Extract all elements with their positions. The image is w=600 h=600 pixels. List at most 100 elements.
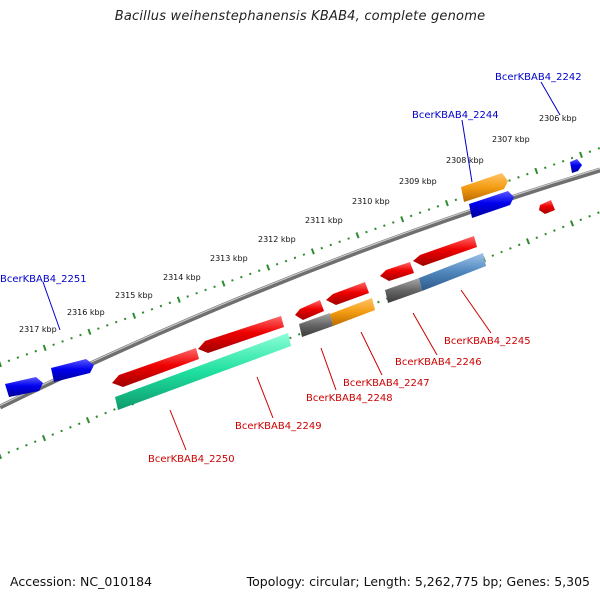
gene-arrow-reverse[interactable] — [326, 282, 369, 305]
tick-minor — [150, 308, 154, 311]
gene-arrow-reverse[interactable] — [198, 316, 284, 353]
tick-minor — [553, 229, 556, 232]
scale-label: 2317 kbp — [19, 325, 57, 334]
forward-genes[interactable] — [5, 159, 582, 397]
gene-label-reverse[interactable]: BcerKBAB4_2248 — [306, 393, 393, 404]
gene-box[interactable] — [419, 253, 486, 291]
gene-arrow-reverse[interactable] — [295, 300, 324, 320]
tick-minor — [213, 285, 216, 289]
gene-arrow-forward[interactable] — [570, 159, 582, 173]
scale-label: 2315 kbp — [115, 291, 153, 300]
tick-minor — [561, 159, 565, 163]
gene-label-reverse[interactable]: BcerKBAB4_2249 — [235, 421, 322, 432]
gene-label-forward[interactable]: BcerKBAB4_2251 — [0, 274, 87, 285]
tick-minor — [7, 359, 11, 363]
tick-minor — [275, 262, 279, 266]
tick-minor — [365, 230, 368, 234]
gene-arrow-reverse[interactable] — [539, 200, 555, 214]
genome-stats-text: Topology: circular; Length: 5,262,775 bp… — [246, 574, 590, 589]
gene-arrow-forward[interactable] — [461, 173, 508, 202]
scale-label: 2309 kbp — [399, 177, 437, 186]
gene-arrow-forward[interactable] — [5, 377, 43, 397]
tick-minor — [347, 237, 350, 240]
tick-minor — [77, 422, 81, 426]
tick-major — [579, 151, 583, 159]
tick-major — [42, 344, 47, 352]
gene-label-reverse[interactable]: BcerKBAB4_2246 — [395, 357, 482, 368]
scale-label: 2316 kbp — [67, 308, 105, 317]
gene-arrow-forward[interactable] — [469, 191, 514, 218]
tick-minor — [141, 311, 145, 314]
tick-minor — [491, 254, 495, 257]
tick-major — [266, 264, 271, 271]
tick-minor — [97, 327, 100, 330]
tick-minor — [105, 324, 109, 327]
tick-major — [132, 312, 137, 319]
tick-major — [444, 199, 449, 207]
tick-minor — [302, 253, 306, 256]
accession-text: Accession: NC_010184 — [10, 574, 153, 589]
scale-label: 2314 kbp — [163, 273, 201, 282]
tick-minor — [25, 443, 28, 447]
scale-label: 2307 kbp — [492, 135, 530, 144]
gene-label-forward[interactable]: BcerKBAB4_2244 — [412, 110, 499, 121]
tick-minor — [159, 304, 163, 308]
gene-label-reverse[interactable]: BcerKBAB4_2250 — [148, 454, 235, 465]
tick-minor — [535, 236, 539, 240]
tick-minor — [257, 269, 261, 272]
gene-label-forward[interactable]: BcerKBAB4_2242 — [495, 72, 582, 83]
tick-minor — [7, 451, 11, 454]
tick-minor — [500, 250, 503, 254]
tick-minor — [383, 224, 386, 227]
scale-label: 2308 kbp — [446, 156, 484, 165]
tick-minor — [248, 272, 252, 276]
scale-label: 2310 kbp — [352, 197, 390, 206]
tick-minor — [16, 447, 19, 451]
gene-arrow-forward[interactable] — [51, 359, 94, 382]
gene-arrow-reverse[interactable] — [380, 262, 414, 281]
tick-minor — [588, 150, 592, 153]
tick-minor — [297, 332, 301, 336]
tick-minor — [168, 301, 172, 305]
tick-minor — [123, 317, 127, 321]
tick-major — [569, 220, 575, 227]
outer-tick-track — [0, 147, 600, 368]
gene-arrow-reverse[interactable] — [112, 348, 199, 387]
tick-major — [85, 417, 91, 424]
scale-label: 2312 kbp — [258, 235, 296, 244]
gene-label-reverse[interactable]: BcerKBAB4_2247 — [343, 378, 430, 389]
tick-major — [221, 280, 226, 287]
tick-minor — [377, 300, 380, 304]
tick-minor — [517, 176, 520, 179]
tick-major — [176, 296, 181, 303]
scale-label: 2311 kbp — [305, 216, 343, 225]
gene-box[interactable] — [330, 298, 375, 326]
tick-minor — [69, 426, 72, 429]
tick-minor — [597, 211, 600, 214]
tick-minor — [79, 333, 82, 337]
tick-minor — [289, 336, 292, 340]
gene-box[interactable] — [115, 333, 291, 410]
gene-label-reverse[interactable]: BcerKBAB4_2245 — [444, 336, 531, 347]
reverse-genes[interactable] — [112, 200, 555, 410]
tick-minor — [204, 288, 207, 292]
tick-minor — [543, 166, 547, 170]
tick-minor — [113, 408, 116, 411]
tick-minor — [284, 259, 288, 263]
tick-major — [400, 216, 405, 223]
tick-major — [355, 232, 360, 239]
tick-minor — [25, 353, 29, 356]
tick-minor — [52, 343, 55, 346]
scale-label: 2313 kbp — [210, 254, 248, 263]
tick-minor — [427, 208, 431, 211]
tick-minor — [338, 240, 341, 244]
tick-minor — [570, 156, 574, 160]
tick-minor — [454, 198, 458, 202]
gene-box[interactable] — [385, 278, 422, 303]
tick-minor — [195, 291, 198, 295]
tick-major — [41, 434, 47, 442]
tick-major — [310, 248, 315, 255]
gene-arrow-reverse[interactable] — [413, 236, 477, 266]
gene-box[interactable] — [299, 313, 333, 337]
